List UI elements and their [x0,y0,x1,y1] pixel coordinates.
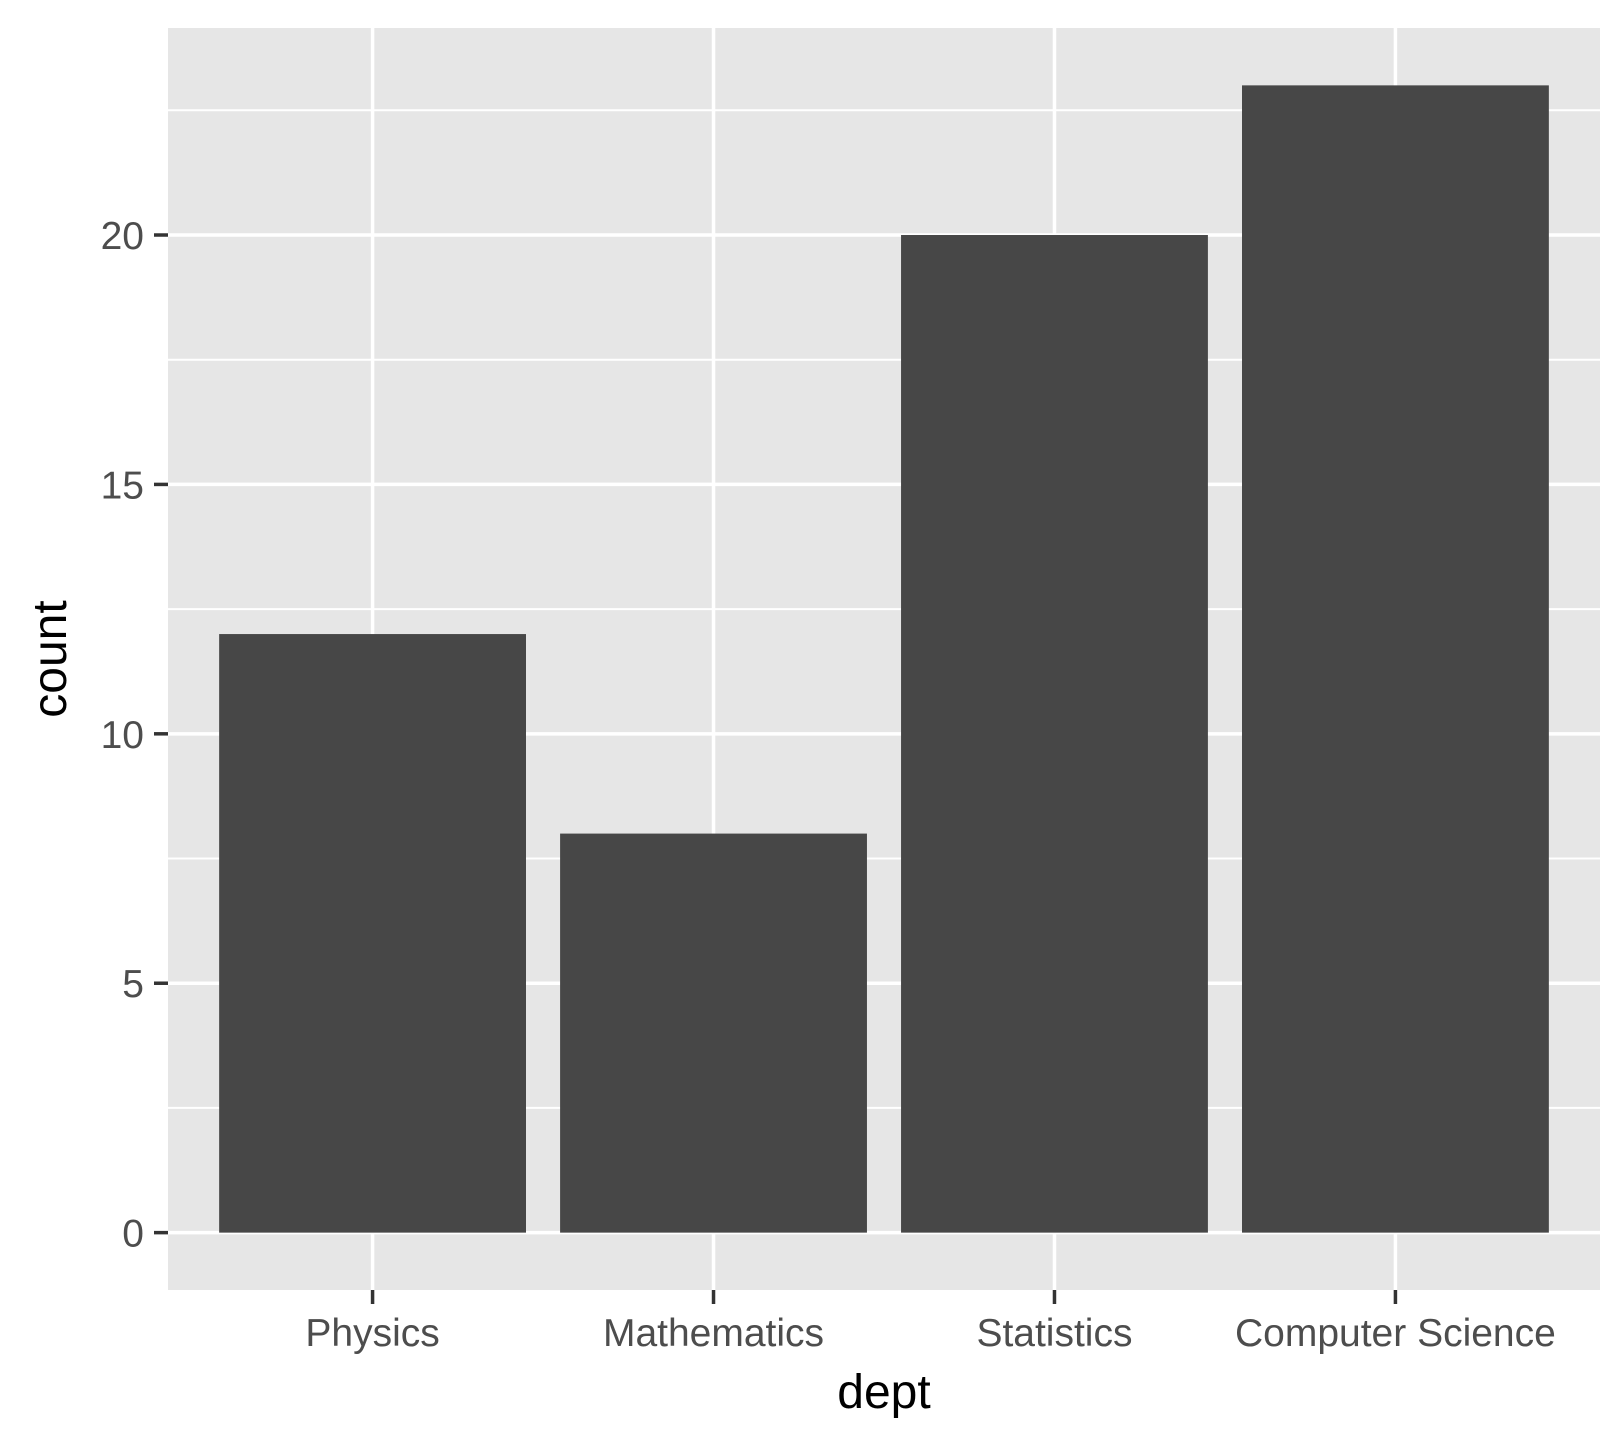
bar [219,634,526,1233]
bars [219,85,1549,1233]
x-axis-title: dept [837,1366,930,1419]
x-tick-label: Physics [305,1312,439,1355]
x-tick-label: Mathematics [603,1312,824,1355]
y-axis: 0 5 10 15 20 [101,215,168,1256]
bar [560,833,867,1233]
bar [901,235,1208,1233]
bar [1242,85,1549,1233]
y-tick-label: 0 [122,1213,144,1256]
y-tick-label: 10 [101,714,144,757]
x-tick-label: Statistics [976,1312,1132,1355]
x-tick-label: Computer Science [1235,1312,1556,1355]
y-tick-label: 5 [122,963,144,1006]
y-tick-label: 20 [101,215,144,258]
y-tick-label: 15 [101,464,144,507]
y-axis-title: count [24,600,77,717]
x-axis: Physics Mathematics Statistics Computer Sci… [305,1290,1556,1355]
